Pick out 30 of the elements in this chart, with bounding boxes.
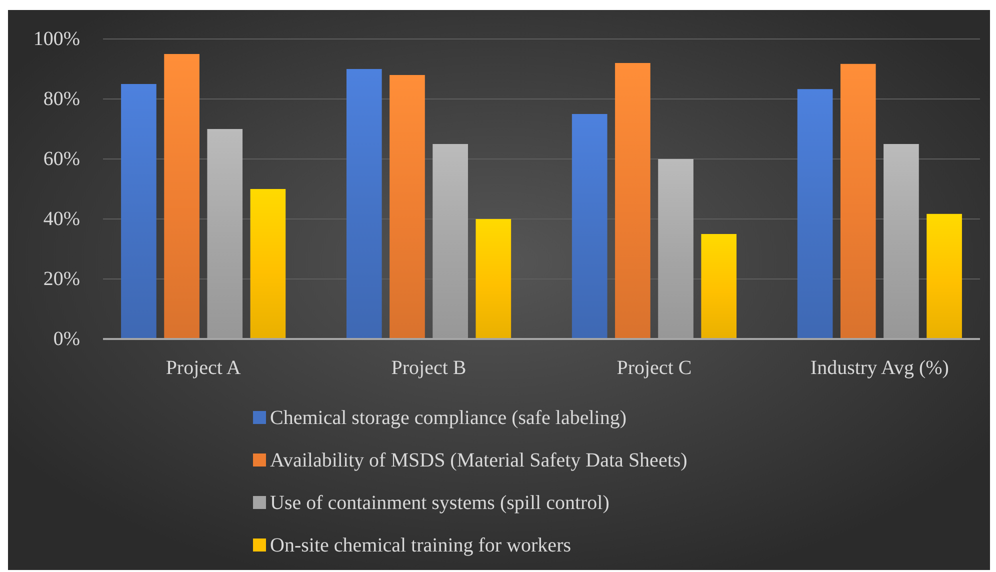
bar [164, 54, 200, 339]
y-tick-label: 80% [43, 88, 80, 110]
bar [346, 69, 382, 339]
bar [797, 89, 833, 339]
x-tick-label: Project C [616, 357, 692, 379]
bar [615, 63, 650, 339]
legend-label: Availability of MSDS (Material Safety Data Sheets) [270, 450, 688, 472]
bar [884, 144, 919, 339]
bar [701, 234, 737, 339]
legend-label: On-site chemical training for workers [270, 534, 572, 556]
bar [658, 159, 694, 339]
x-tick-label: Project B [391, 357, 466, 379]
bar [390, 75, 425, 339]
bar [250, 189, 286, 339]
bar [476, 219, 512, 339]
bar [432, 144, 468, 339]
y-tick-label: 100% [33, 28, 80, 50]
bar [840, 64, 876, 339]
bar [926, 214, 962, 339]
y-tick-label: 60% [43, 148, 80, 170]
y-tick-label: 20% [43, 268, 80, 290]
x-tick-label: Project A [166, 357, 242, 379]
bar [121, 84, 156, 339]
legend-label: Use of containment systems (spill control) [270, 492, 610, 514]
bar [207, 129, 243, 339]
y-tick-label: 40% [43, 208, 80, 230]
x-tick-label: Industry Avg (%) [810, 357, 949, 379]
legend-label: Chemical storage compliance (safe labeling) [270, 407, 627, 429]
y-tick-label: 0% [53, 328, 80, 350]
bar [572, 114, 608, 339]
